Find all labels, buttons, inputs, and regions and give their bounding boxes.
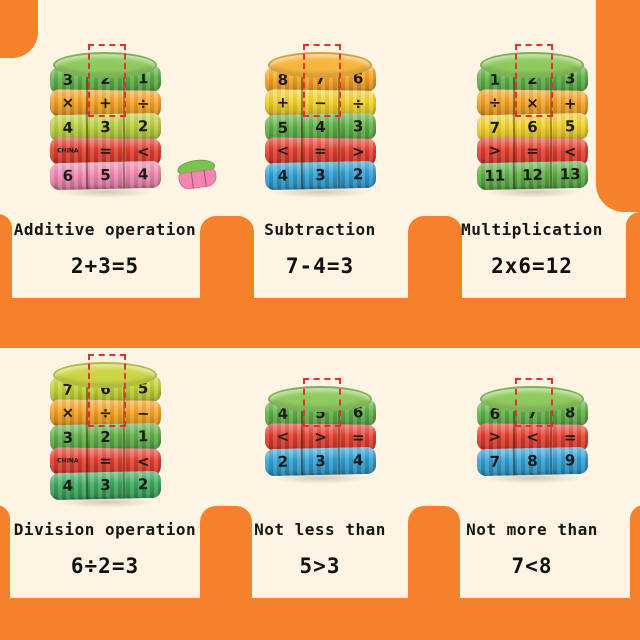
ring-cell: 4 bbox=[337, 446, 376, 475]
equation-text: 7<8 bbox=[511, 554, 553, 578]
panel-division-operation: 7 6 5 × ÷ −3 2 1 CHINA = <4 3 2 Division operation 6… bbox=[5, 340, 205, 640]
ring-cell: 2 bbox=[122, 470, 161, 499]
equation-text: 6÷2=3 bbox=[70, 554, 140, 578]
ring-cell: 3 bbox=[84, 471, 124, 500]
panel-label: Additive operation bbox=[13, 220, 197, 239]
ring-cell: < bbox=[275, 427, 289, 446]
toy-photo: 3 2 1 × + ÷ 4 3 2 CHINA = <6 5 4 bbox=[5, 44, 218, 198]
ring-cell: 4 bbox=[61, 476, 73, 495]
panel-not-less-than: 4 5 6 < > = 2 3 4 Not less than 5>3 bbox=[220, 340, 420, 640]
ring-cell: × bbox=[60, 93, 74, 112]
toy-photo: 6 7 8 > < = 7 8 9 bbox=[432, 378, 632, 484]
cylinder-stack: 1 2 3 ÷ × +7 6 5 > = <11 12 13 bbox=[476, 44, 588, 198]
panel-label: Not more than bbox=[466, 520, 598, 539]
highlight-dash-box bbox=[87, 354, 126, 427]
ring-cell: 4 bbox=[276, 166, 288, 185]
ring-cell: > bbox=[487, 427, 501, 446]
toy-photo: 4 5 6 < > = 2 3 4 bbox=[220, 378, 420, 484]
ring-cell: 4 bbox=[122, 160, 161, 189]
ring-cell: 7 bbox=[488, 452, 500, 471]
ring-cell: 5 bbox=[549, 112, 588, 141]
highlight-dash-box bbox=[302, 44, 341, 117]
equation-text: 2x6=12 bbox=[491, 254, 573, 278]
ring-cell: 3 bbox=[299, 161, 339, 190]
ring-cell: 2 bbox=[276, 452, 288, 471]
highlight-dash-box bbox=[514, 378, 553, 427]
ring-cell: ÷ bbox=[487, 93, 501, 112]
cylinder-stack: 7 6 5 × ÷ −3 2 1 CHINA = <4 3 2 bbox=[49, 354, 161, 508]
ring-cell: + bbox=[275, 93, 289, 112]
orange-edge-mid-left-shape bbox=[0, 214, 12, 324]
panel-label: Multiplication bbox=[461, 220, 603, 239]
ring-cell: 5 bbox=[84, 161, 124, 190]
ring-cell: 12 bbox=[511, 161, 551, 190]
ring-cell: < bbox=[275, 141, 289, 160]
ring-cell: 3 bbox=[337, 112, 376, 141]
panel-not-more-than: 6 7 8 > < = 7 8 9 Not more than 7<8 bbox=[432, 340, 632, 640]
cylinder-top-face bbox=[53, 52, 157, 78]
puzzle-ring: 11 12 13 bbox=[476, 160, 588, 191]
equation-text: 7-4=3 bbox=[285, 254, 355, 278]
ring-cell: CHINA bbox=[56, 457, 79, 465]
orange-edge-top-right-shape bbox=[596, 0, 640, 212]
cylinder-top-face bbox=[268, 386, 372, 412]
panel-subtraction: 8 7 6 + − ÷ 5 4 3 < = >4 3 2 Subtraction 7-4=3 bbox=[220, 0, 420, 300]
toy-photo: 1 2 3 ÷ × +7 6 5 > = <11 12 13 bbox=[432, 44, 632, 198]
ring-cell: 11 bbox=[483, 166, 505, 186]
equation-text: 5>3 bbox=[299, 554, 341, 578]
ring-cell: 1 bbox=[122, 422, 161, 451]
cylinder-top-face bbox=[480, 52, 584, 78]
cylinder-top-face bbox=[268, 52, 372, 78]
orange-middle-band bbox=[0, 298, 640, 348]
toy-photo: 7 6 5 × ÷ −3 2 1 CHINA = <4 3 2 bbox=[5, 354, 205, 508]
toy-photo: 8 7 6 + − ÷ 5 4 3 < = >4 3 2 bbox=[220, 44, 420, 198]
ring-cell: 3 bbox=[299, 447, 339, 476]
cylinder-stack: 6 7 8 > < = 7 8 9 bbox=[476, 378, 588, 484]
ring-cell: 2 bbox=[122, 112, 161, 141]
ring-cell: 9 bbox=[549, 446, 588, 475]
cylinder-top-face bbox=[53, 362, 157, 388]
orange-edge-mid-right-shape bbox=[626, 212, 640, 324]
panel-additive-operation: 3 2 1 × + ÷ 4 3 2 CHINA = <6 5 4 Additive operation 2… bbox=[5, 0, 218, 300]
ring-cell: CHINA bbox=[56, 147, 79, 155]
panel-label: Division operation bbox=[13, 520, 197, 539]
cylinder-stack: 4 5 6 < > = 2 3 4 bbox=[264, 378, 376, 484]
panel-label: Subtraction bbox=[264, 220, 376, 239]
loose-ring-piece bbox=[175, 157, 218, 191]
orange-edge-bottom-left-shape bbox=[0, 505, 10, 635]
highlight-dash-box bbox=[302, 378, 341, 427]
ring-cell: 8 bbox=[511, 447, 551, 476]
panel-multiplication: 1 2 3 ÷ × +7 6 5 > = <11 12 13 Multiplication 2x6=12 bbox=[432, 0, 632, 300]
orange-edge-bottom-right-shape bbox=[630, 505, 640, 635]
highlight-dash-box bbox=[87, 44, 126, 117]
highlight-dash-box bbox=[514, 44, 553, 117]
equation-text: 2+3=5 bbox=[70, 254, 140, 278]
ring-cell: 13 bbox=[549, 160, 588, 189]
ring-cell: × bbox=[60, 403, 74, 422]
ring-cell: 6 bbox=[61, 166, 73, 185]
cylinder-stack: 8 7 6 + − ÷ 5 4 3 < = >4 3 2 bbox=[264, 44, 376, 198]
ring-cell: 2 bbox=[337, 160, 376, 189]
orange-corner-top-left-shape bbox=[0, 0, 38, 58]
cylinder-stack: 3 2 1 × + ÷ 4 3 2 CHINA = <6 5 4 bbox=[49, 44, 218, 198]
orange-bottom-band bbox=[0, 598, 640, 640]
panel-label: Not less than bbox=[254, 520, 386, 539]
ring-cell: > bbox=[487, 141, 501, 160]
cylinder-top-face bbox=[480, 386, 584, 412]
